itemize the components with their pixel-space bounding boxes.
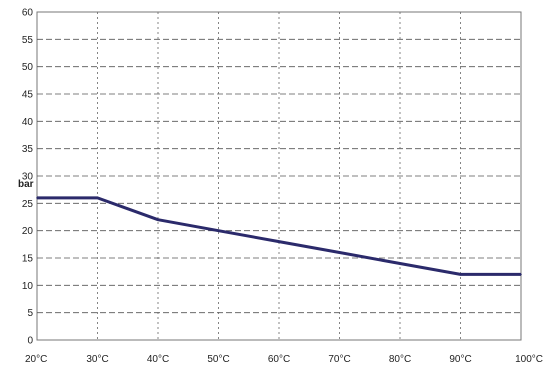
series	[36, 196, 522, 276]
y-tick-label: 20	[22, 226, 34, 237]
y-axis: 0 5 10 15 20 25 30 35 40 45 50 55 60	[22, 8, 34, 347]
y-tick-label: 55	[22, 35, 34, 46]
x-tick-label: 50°C	[207, 354, 229, 365]
y-axis-label: bar	[18, 179, 34, 190]
data-point	[459, 273, 462, 276]
y-tick-label: 60	[22, 8, 34, 19]
x-tick-label: 20°C	[25, 354, 47, 365]
data-point	[338, 251, 341, 254]
y-tick-label: 40	[22, 117, 34, 128]
y-tick-label: 0	[27, 336, 33, 347]
y-tick-label: 15	[22, 254, 34, 265]
y-tick-label: 10	[22, 281, 34, 292]
y-tick-label: 25	[22, 199, 34, 210]
x-tick-label: 60°C	[268, 354, 290, 365]
x-tick-label: 80°C	[389, 354, 411, 365]
data-point	[399, 262, 401, 265]
data-point	[217, 229, 220, 232]
grid	[37, 12, 521, 340]
y-tick-label: 30	[22, 172, 34, 183]
y-tick-label: 45	[22, 90, 34, 101]
y-tick-label: 5	[27, 308, 33, 319]
data-point	[278, 240, 280, 243]
y-tick-label: 35	[22, 144, 34, 155]
data-point	[520, 273, 522, 276]
data-point	[36, 197, 38, 199]
x-tick-label: 70°C	[328, 354, 350, 365]
x-tick-label: 100°C	[515, 354, 543, 365]
x-axis: 20°C 30°C 40°C 50°C 60°C 70°C 80°C 90°C 100°C	[25, 354, 543, 365]
x-tick-label: 30°C	[86, 354, 108, 365]
data-point	[157, 218, 159, 221]
x-tick-label: 90°C	[449, 354, 471, 365]
x-tick-label: 40°C	[147, 354, 169, 365]
y-tick-label: 50	[22, 62, 34, 73]
data-point	[96, 197, 99, 199]
